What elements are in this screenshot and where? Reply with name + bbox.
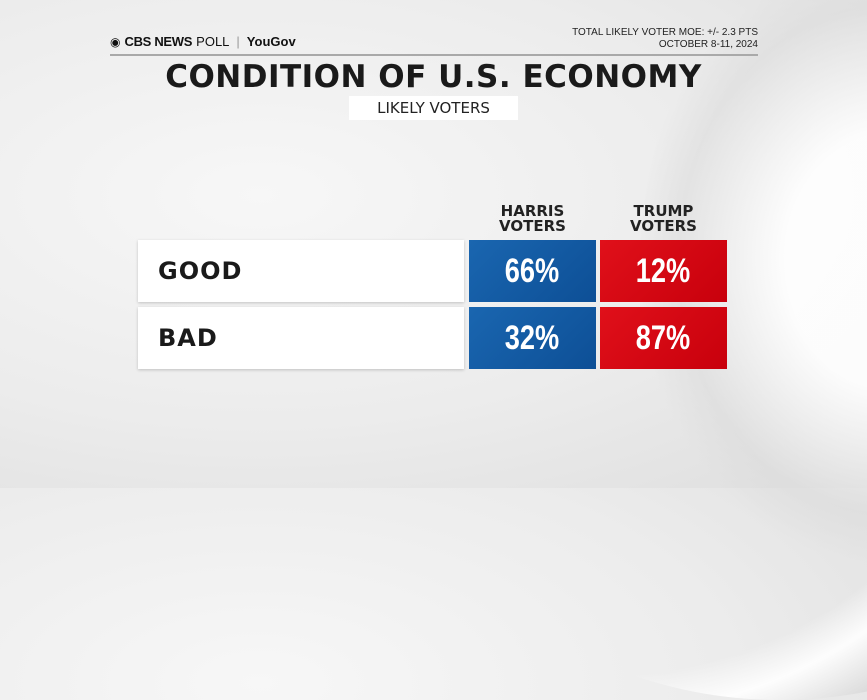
cbs-eye-icon: ◉ [110, 34, 121, 49]
harris-value: 66% [469, 240, 596, 302]
trump-value-text: 87% [636, 318, 691, 357]
harris-value-text: 66% [505, 251, 560, 290]
trump-value-text: 12% [636, 251, 691, 290]
brand-name: CBS NEWS [124, 34, 193, 49]
moe-text: TOTAL LIKELY VOTER MOE: +/- 2.3 PTS [572, 27, 758, 38]
row-label: GOOD [138, 240, 464, 302]
harris-value: 32% [469, 307, 596, 369]
trump-value: 87% [600, 307, 727, 369]
divider: | [236, 34, 240, 49]
column-header-harris: HARRIS VOTERS [499, 202, 566, 235]
poll-label: POLL [196, 34, 230, 49]
chart-title: CONDITION OF U.S. ECONOMY [165, 59, 702, 95]
column-header-trump: TRUMP VOTERS [630, 202, 697, 235]
partner-name: YouGov [246, 34, 296, 49]
chart-subtitle: LIKELY VOTERS [349, 96, 518, 120]
trump-value: 12% [600, 240, 727, 302]
row-label: BAD [138, 307, 464, 369]
poll-dates: OCTOBER 8-11, 2024 [658, 39, 758, 50]
header-rule [110, 54, 758, 56]
header-logo: ◉ CBS NEWS POLL | YouGov [110, 34, 296, 49]
harris-value-text: 32% [505, 318, 560, 357]
poll-info: TOTAL LIKELY VOTER MOE: +/- 2.3 PTS OCTO… [572, 27, 758, 51]
